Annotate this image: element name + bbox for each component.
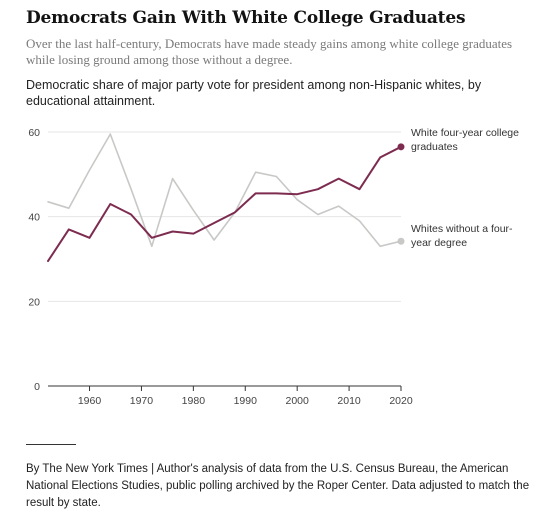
- y-tick-label-60: 60: [28, 127, 40, 139]
- x-tick-label-1990: 1990: [234, 395, 258, 407]
- x-tick-label-1960: 1960: [78, 395, 102, 407]
- y-tick-label-0: 0: [34, 381, 40, 393]
- series-end-point-1: [397, 237, 405, 245]
- footer-divider: [26, 444, 76, 445]
- x-tick-label-1970: 1970: [130, 395, 154, 407]
- x-tick-label-1980: 1980: [182, 395, 206, 407]
- series-line-1: [47, 133, 402, 248]
- x-tick-label-2000: 2000: [285, 395, 309, 407]
- source-note: By The New York Times | Author's analysi…: [26, 463, 530, 509]
- chart-description: Democratic share of major party vote for…: [26, 78, 482, 108]
- x-tick-label-2020: 2020: [389, 395, 413, 407]
- series-label-1: Whites without a four-year degree: [411, 223, 513, 249]
- x-tick-label-2010: 2010: [337, 395, 361, 407]
- y-tick-label-40: 40: [28, 212, 40, 224]
- series-label-0: White four-year college graduates: [411, 127, 519, 153]
- series-end-point-0: [397, 143, 405, 151]
- chart-title: Democrats Gain With White College Gradua…: [26, 8, 466, 28]
- series-line-0: [47, 145, 402, 263]
- line-chart: 60 40 20 0 1960 1970 1980 1990 2000 2010 2020 White…: [28, 127, 519, 407]
- y-tick-label-20: 20: [28, 296, 40, 308]
- chart-subtitle: Over the last half-century, Democrats ha…: [26, 36, 513, 67]
